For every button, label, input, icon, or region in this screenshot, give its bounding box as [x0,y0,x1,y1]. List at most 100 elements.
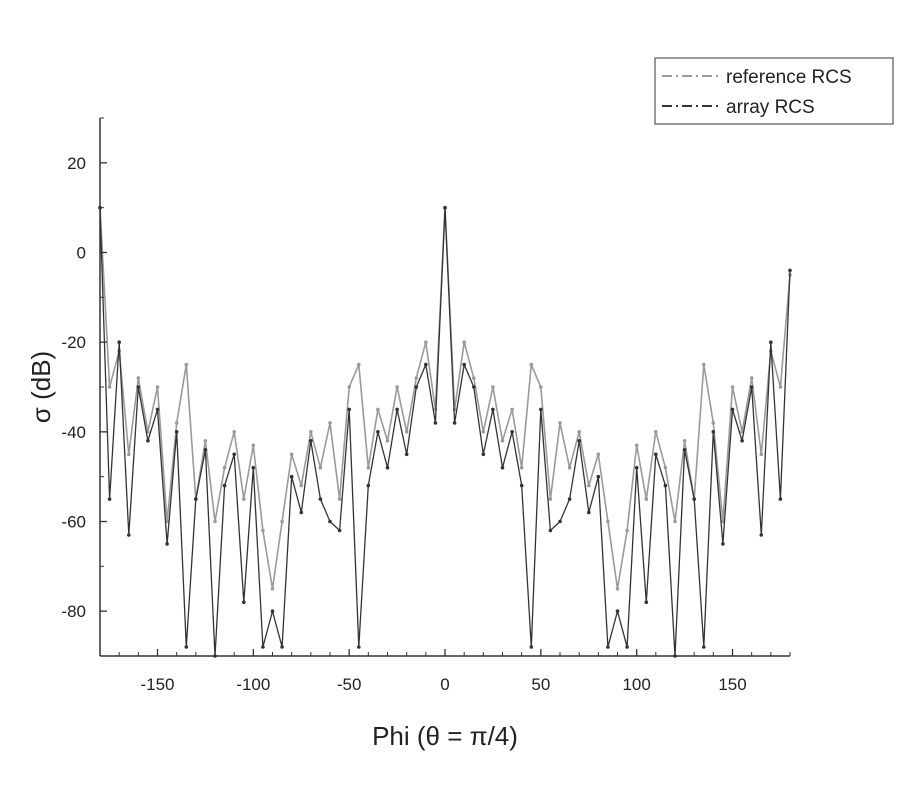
data-point-reference-rcs [491,385,495,389]
data-point-array-rcs [136,385,141,389]
data-point-array-rcs [194,497,198,501]
data-point-reference-rcs [539,385,543,389]
data-point-array-rcs [309,439,313,443]
data-point-reference-rcs [711,421,716,425]
y-tick-label: -60 [61,513,86,532]
data-point-array-rcs [548,528,553,533]
data-point-reference-rcs [395,385,399,389]
data-point-array-rcs [692,497,696,501]
data-point-reference-rcs [107,385,112,389]
data-point-array-rcs [788,268,792,273]
data-point-reference-rcs [615,587,620,591]
data-point-reference-rcs [759,452,764,457]
data-point-array-rcs [596,474,601,479]
data-point-reference-rcs [730,385,735,389]
data-point-array-rcs [730,407,735,412]
data-point-array-rcs [117,340,121,345]
data-point-array-rcs [107,497,112,501]
data-point-array-rcs [634,465,639,470]
x-tick-label: 100 [622,675,650,694]
data-point-array-rcs [424,362,428,367]
data-point-reference-rcs [155,385,160,389]
y-tick-label: 0 [77,244,86,263]
data-point-array-rcs [577,439,581,443]
data-point-reference-rcs [376,407,380,412]
data-point-reference-rcs [357,362,361,367]
data-point-array-rcs [615,609,620,613]
data-point-reference-rcs [242,497,246,501]
legend-box [654,57,894,125]
data-point-array-rcs [740,439,744,443]
data-point-reference-rcs [174,421,179,425]
data-point-reference-rcs [519,465,524,470]
data-point-array-rcs [357,645,361,649]
data-point-reference-rcs [778,385,783,389]
data-point-array-rcs [328,519,332,524]
data-point-array-rcs [472,385,476,389]
x-tick-label: -150 [140,675,174,694]
data-point-reference-rcs [529,362,534,367]
data-point-reference-rcs [328,421,332,425]
data-point-array-rcs [174,430,179,434]
data-point-reference-rcs [385,439,390,443]
data-point-reference-rcs [558,421,562,425]
data-point-array-rcs [404,452,409,457]
data-point-array-rcs [778,497,783,501]
data-point-array-rcs [318,497,323,501]
data-point-reference-rcs [289,452,294,457]
series-layer [98,205,792,658]
data-point-reference-rcs [366,465,371,470]
data-point-array-rcs [222,483,227,488]
data-point-reference-rcs [232,430,236,434]
data-point-array-rcs [366,483,371,488]
data-point-array-rcs [251,465,256,470]
data-point-array-rcs [127,533,131,537]
data-point-array-rcs [711,430,716,434]
data-point-reference-rcs [251,443,256,448]
data-point-reference-rcs [567,465,572,470]
data-point-array-rcs [749,385,754,389]
data-point-reference-rcs [472,376,476,380]
data-point-reference-rcs [337,497,342,501]
data-point-array-rcs [184,645,189,649]
data-point-reference-rcs [606,519,610,524]
data-point-reference-rcs [510,407,514,412]
data-point-array-rcs [385,465,390,470]
series-line-array-rcs [99,207,791,657]
data-point-reference-rcs [318,465,323,470]
data-point-reference-rcs [299,483,304,488]
data-point-array-rcs [289,474,294,479]
data-point-reference-rcs [548,497,553,501]
data-point-array-rcs [376,430,380,434]
data-point-array-rcs [337,528,342,533]
data-point-array-rcs [625,645,629,649]
data-point-reference-rcs [213,519,217,524]
data-point-reference-rcs [462,340,467,345]
data-point-array-rcs [644,600,649,604]
data-point-array-rcs [702,645,706,649]
data-point-reference-rcs [261,528,265,533]
data-point-array-rcs [759,533,764,537]
data-point-array-rcs [433,421,438,425]
x-tick-label: -50 [337,675,362,694]
data-point-reference-rcs [424,340,428,345]
data-point-reference-rcs [481,430,486,434]
data-point-array-rcs [261,645,265,649]
data-point-array-rcs [500,465,505,470]
data-point-array-rcs [654,452,658,457]
data-point-array-rcs [721,542,725,546]
legend-label-array: array RCS [726,97,815,118]
data-point-reference-rcs [634,443,639,448]
data-point-array-rcs [242,600,246,604]
data-point-array-rcs [347,407,352,412]
data-point-reference-rcs [404,430,409,434]
y-tick-label: -80 [61,602,86,621]
axes-layer [99,118,790,657]
data-point-array-rcs [270,609,275,613]
data-point-reference-rcs [414,376,419,380]
data-point-array-rcs [165,542,169,546]
legend: reference RCS array RCS [654,57,894,125]
x-tick-label: 0 [440,675,449,694]
data-point-reference-rcs [577,430,581,434]
